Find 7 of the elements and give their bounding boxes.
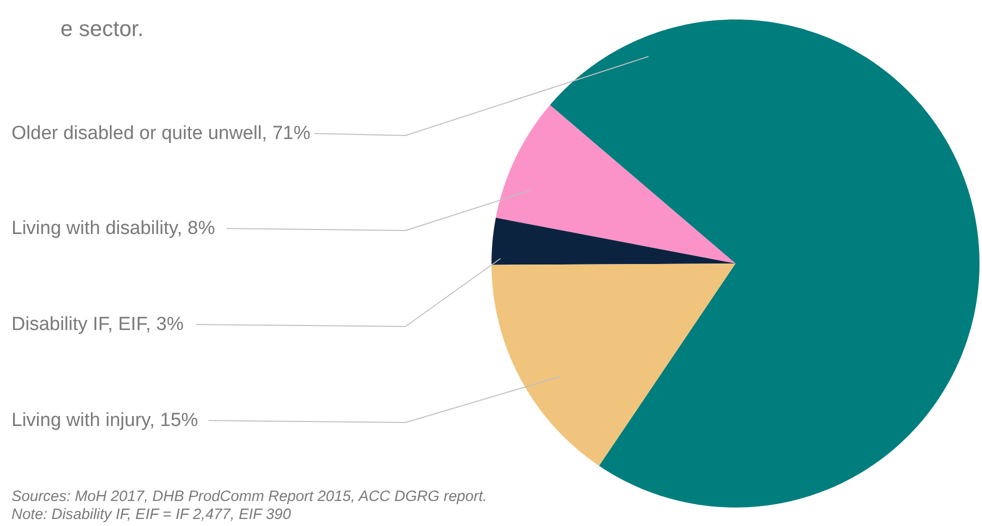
- slice-label: Living with injury, 15%: [12, 410, 198, 431]
- text: Note: Disability IF, EIF = IF 2,477, EIF 390: [12, 506, 292, 523]
- chart-title: e sector.: [60, 16, 144, 41]
- slice-label: Older disabled or quite unwell, 71%: [12, 123, 311, 144]
- source-note: Sources: MoH 2017, DHB ProdComm Report 2015, ACC DGRG report.: [12, 488, 487, 505]
- slice-label: Living with disability, 8%: [12, 218, 216, 239]
- slice-label: Disability IF, EIF, 3%: [12, 314, 184, 335]
